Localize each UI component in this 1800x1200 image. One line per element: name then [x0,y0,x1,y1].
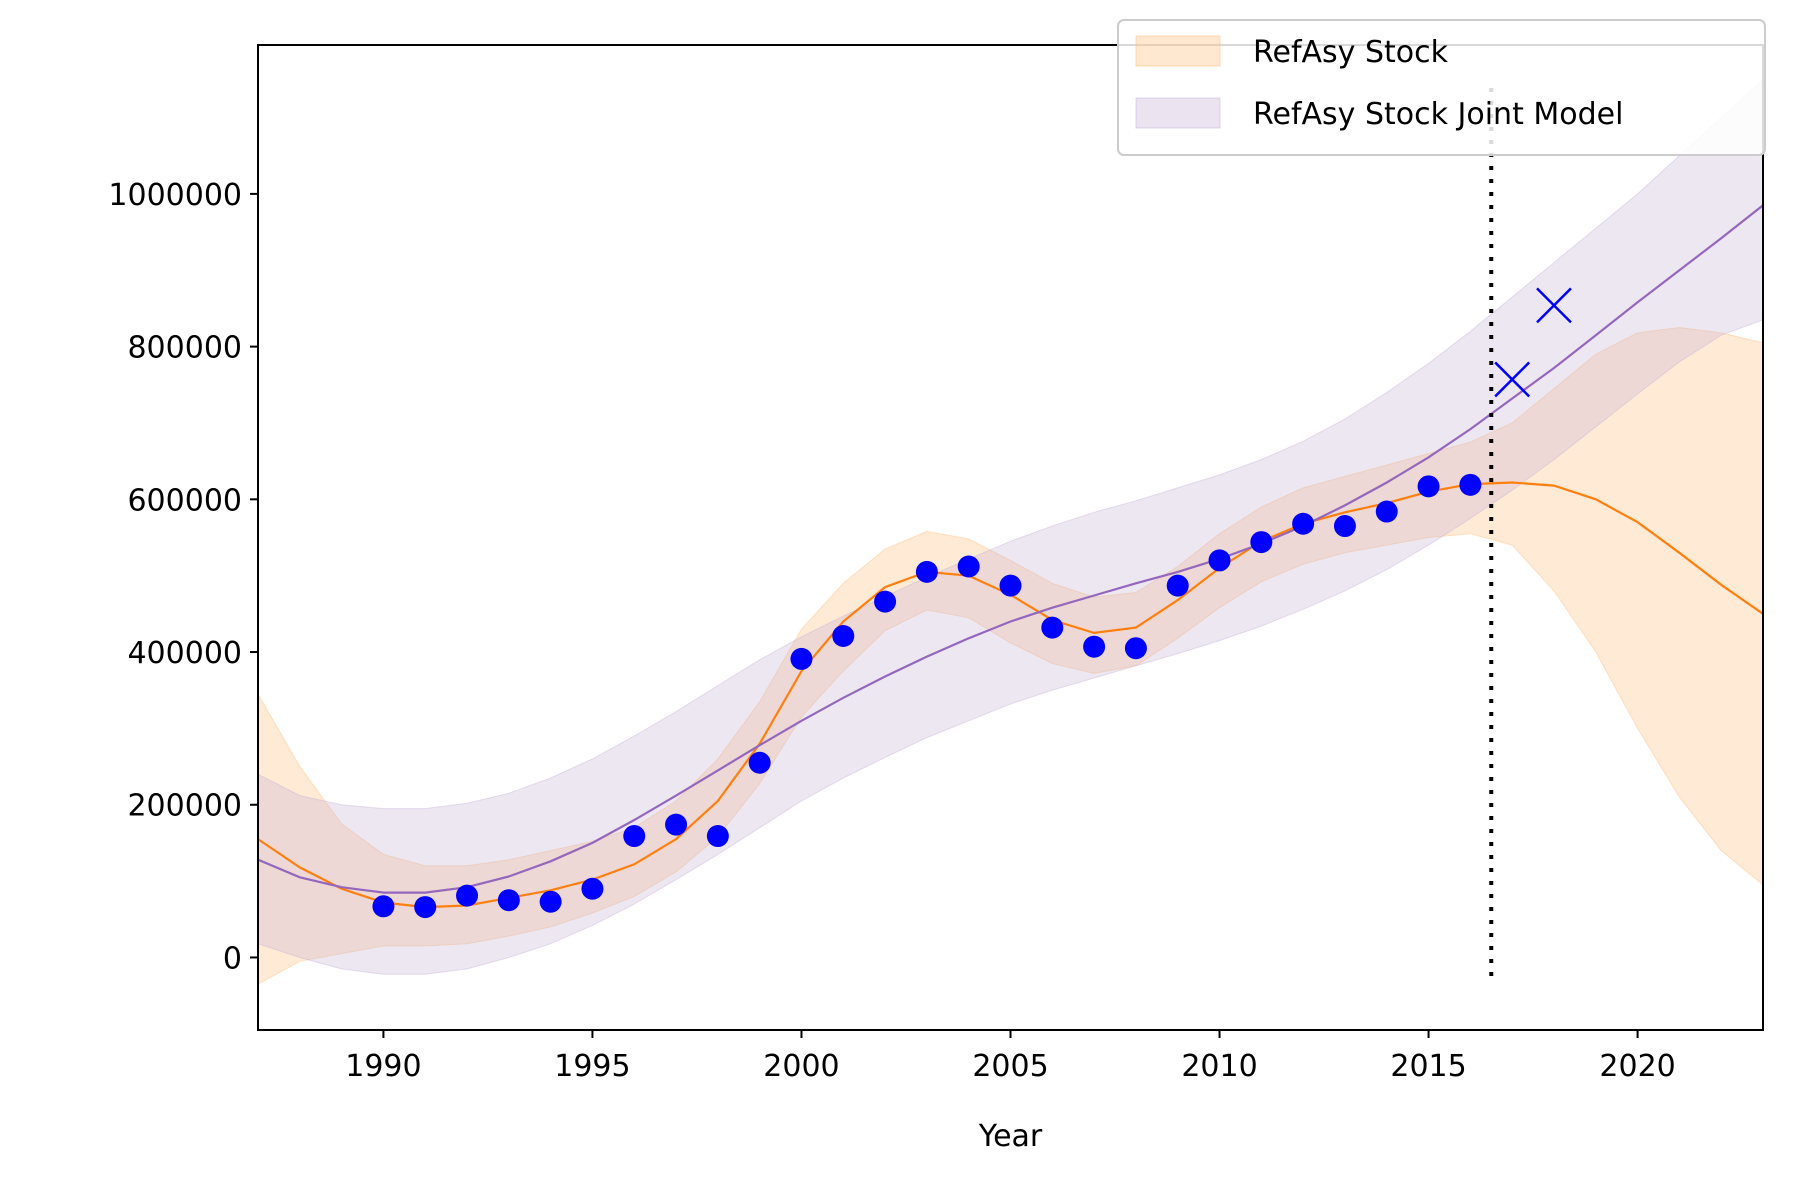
y-tick-label: 0 [223,941,242,976]
observed-point [581,877,604,900]
held-out-point [1494,361,1531,398]
x-tick-label: 1990 [345,1049,421,1084]
x-tick-label: 1995 [554,1049,630,1084]
band-series-1 [258,326,1763,985]
x-tick-label: 2010 [1181,1049,1257,1084]
band-series-2 [258,78,1763,975]
observed-point [999,574,1022,597]
y-tick-label: 800000 [127,331,242,366]
x-tick-label: 2005 [972,1049,1048,1084]
observed-point [1417,475,1440,498]
observed-point [748,751,771,774]
observed-point [874,590,897,613]
y-tick-label: 1000000 [108,178,242,213]
x-tick-label: 2000 [763,1049,839,1084]
observed-point [957,555,980,578]
x-tick-label: 2015 [1390,1049,1466,1084]
observed-point [1250,531,1273,554]
observed-point [1375,500,1398,523]
data-points [372,287,1572,919]
held-out-point [1536,287,1572,324]
y-tick-label: 400000 [127,636,242,671]
observed-point [623,825,646,848]
y-axis-ticks: 0 200000 400000 600000 800000 1000000 [108,178,258,976]
observed-point [497,889,520,912]
observed-point [372,895,395,918]
observed-point [539,890,562,913]
observed-point [1333,515,1356,538]
observed-point [1166,574,1189,597]
observed-point [915,560,938,583]
legend-swatch [1135,35,1221,67]
legend-label: RefAsy Stock [1253,35,1449,70]
x-axis-label: Year [978,1119,1043,1154]
observed-point [1459,473,1482,496]
line-series-2 [258,204,1763,894]
observed-point [1041,616,1064,639]
observed-point [665,813,688,836]
y-tick-label: 600000 [127,483,242,518]
legend-box [1117,19,1766,156]
observed-point [1124,637,1147,660]
observed-point [832,625,855,647]
observed-point [790,647,813,670]
observed-point [456,884,479,907]
legend-label: RefAsy Stock Joint Model [1253,97,1623,132]
x-tick-label: 2020 [1599,1049,1675,1084]
observed-point [1083,635,1106,658]
observed-point [1208,549,1231,572]
observed-point [414,896,437,919]
confidence-bands [258,78,1763,985]
legend: RefAsy Stock RefAsy Stock Joint Model [1117,19,1766,156]
x-axis-ticks: 1990 1995 2000 2005 2010 2015 2020 [345,1030,1676,1084]
y-tick-label: 200000 [127,789,242,824]
observed-point [706,825,729,848]
legend-swatch [1135,97,1221,129]
observed-point [1292,512,1315,535]
